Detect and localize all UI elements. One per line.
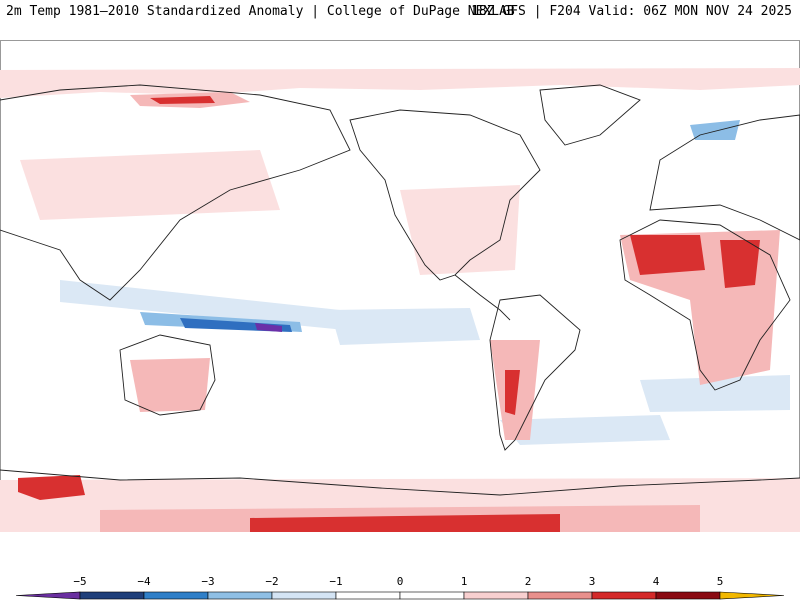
- africa-outline: [619, 219, 791, 391]
- arctic-warm-band: [0, 68, 800, 98]
- colorbar-tick-labels: −5 −4 −3 −2 −1 0 1 2 3 4 5: [73, 575, 723, 588]
- colorbar-tick-label: −4: [137, 575, 151, 588]
- colorbar-tick-label: 2: [525, 575, 532, 588]
- colorbar-segment: [15, 591, 81, 600]
- tropical-pacific-blue-band: [60, 280, 345, 330]
- eurasia-outline: [0, 84, 351, 301]
- andes-red: [505, 370, 520, 415]
- colorbar-segment: [143, 591, 209, 600]
- antarctic-red-west: [18, 475, 85, 500]
- sahara-red: [630, 235, 705, 275]
- colorbar-tick-label: 3: [589, 575, 596, 588]
- sudan-red: [720, 240, 760, 288]
- colorbar-tick-label: 4: [653, 575, 660, 588]
- colorbar-segment: [463, 591, 529, 600]
- siberia-warm: [20, 150, 280, 220]
- colorbar-segment: [207, 591, 273, 600]
- colorbar-segment: [335, 591, 401, 600]
- colorbar-segment: [399, 591, 465, 600]
- colorbar-tick-label: 1: [461, 575, 468, 588]
- greenland-outline: [539, 84, 641, 146]
- south-america-outline: [489, 294, 581, 451]
- north-america-outline: [349, 109, 541, 281]
- colorbar-segment: [591, 591, 657, 600]
- anomaly-colorbar: −5 −4 −3 −2 −1 0 1 2 3 4 5: [15, 575, 785, 600]
- colorbar-tick-label: −5: [73, 575, 86, 588]
- southern-ocean-blue-1: [500, 415, 670, 445]
- colorbar-tick-label: 0: [397, 575, 404, 588]
- europe-outline: [649, 114, 800, 241]
- north-america-warm: [400, 185, 520, 275]
- world-anomaly-map: [0, 40, 800, 532]
- coastlines: [0, 84, 800, 496]
- model-valid-time: 18Z GFS | F204 Valid: 06Z MON NOV 24 202…: [471, 4, 792, 19]
- colorbar-segment: [655, 591, 721, 600]
- scandinavia-blue: [690, 120, 740, 140]
- colorbar-tick-label: −2: [265, 575, 278, 588]
- colorbar-tick-label: −1: [329, 575, 342, 588]
- antarctica-outline: [0, 469, 800, 496]
- anomaly-shading: [0, 68, 800, 532]
- colorbar-segment: [79, 591, 145, 600]
- colorbar-segment: [527, 591, 593, 600]
- arctic-red-patch: [150, 96, 215, 104]
- map-title: 2m Temp 1981–2010 Standardized Anomaly |…: [6, 4, 515, 19]
- tropical-pacific-purple: [255, 323, 282, 332]
- australia-outline: [119, 334, 216, 416]
- southern-ocean-blue-2: [640, 375, 790, 412]
- colorbar-segment: [271, 591, 337, 600]
- colorbar-tick-label: −3: [201, 575, 214, 588]
- australia-warm: [130, 358, 210, 412]
- antarctic-red: [250, 514, 560, 532]
- colorbar-segments: [15, 591, 785, 600]
- colorbar-segment: [719, 591, 785, 600]
- central-america-outline: [454, 274, 511, 321]
- pacific-blue: [330, 308, 480, 345]
- colorbar-tick-label: 5: [717, 575, 724, 588]
